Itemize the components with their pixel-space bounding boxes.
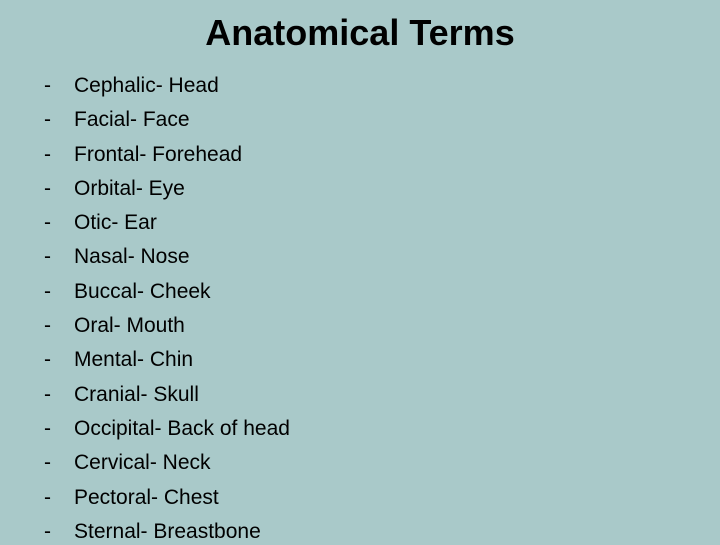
bullet-icon: - — [44, 243, 74, 270]
page-title: Anatomical Terms — [0, 12, 720, 54]
term-text: Nasal- Nose — [74, 243, 720, 270]
term-text: Cephalic- Head — [74, 72, 720, 99]
bullet-icon: - — [44, 312, 74, 339]
list-item: - Sternal- Breastbone — [44, 518, 720, 545]
list-item: - Otic- Ear — [44, 209, 720, 236]
list-item: - Cervical- Neck — [44, 449, 720, 476]
bullet-icon: - — [44, 175, 74, 202]
term-text: Orbital- Eye — [74, 175, 720, 202]
list-item: - Nasal- Nose — [44, 243, 720, 270]
bullet-icon: - — [44, 449, 74, 476]
bullet-icon: - — [44, 381, 74, 408]
list-item: - Cranial- Skull — [44, 381, 720, 408]
term-text: Mental- Chin — [74, 346, 720, 373]
list-item: - Frontal- Forehead — [44, 141, 720, 168]
list-item: - Facial- Face — [44, 106, 720, 133]
list-item: - Oral- Mouth — [44, 312, 720, 339]
term-text: Sternal- Breastbone — [74, 518, 720, 545]
bullet-icon: - — [44, 484, 74, 511]
list-item: - Occipital- Back of head — [44, 415, 720, 442]
bullet-icon: - — [44, 518, 74, 545]
bullet-icon: - — [44, 72, 74, 99]
term-text: Buccal- Cheek — [74, 278, 720, 305]
bullet-icon: - — [44, 209, 74, 236]
terms-list: - Cephalic- Head - Facial- Face - Fronta… — [0, 72, 720, 545]
slide-container: Anatomical Terms - Cephalic- Head - Faci… — [0, 0, 720, 540]
bullet-icon: - — [44, 346, 74, 373]
term-text: Facial- Face — [74, 106, 720, 133]
list-item: - Pectoral- Chest — [44, 484, 720, 511]
list-item: - Mental- Chin — [44, 346, 720, 373]
term-text: Cranial- Skull — [74, 381, 720, 408]
term-text: Frontal- Forehead — [74, 141, 720, 168]
bullet-icon: - — [44, 141, 74, 168]
term-text: Occipital- Back of head — [74, 415, 720, 442]
term-text: Pectoral- Chest — [74, 484, 720, 511]
list-item: - Orbital- Eye — [44, 175, 720, 202]
bullet-icon: - — [44, 278, 74, 305]
term-text: Cervical- Neck — [74, 449, 720, 476]
list-item: - Cephalic- Head — [44, 72, 720, 99]
list-item: - Buccal- Cheek — [44, 278, 720, 305]
term-text: Oral- Mouth — [74, 312, 720, 339]
term-text: Otic- Ear — [74, 209, 720, 236]
bullet-icon: - — [44, 106, 74, 133]
bullet-icon: - — [44, 415, 74, 442]
